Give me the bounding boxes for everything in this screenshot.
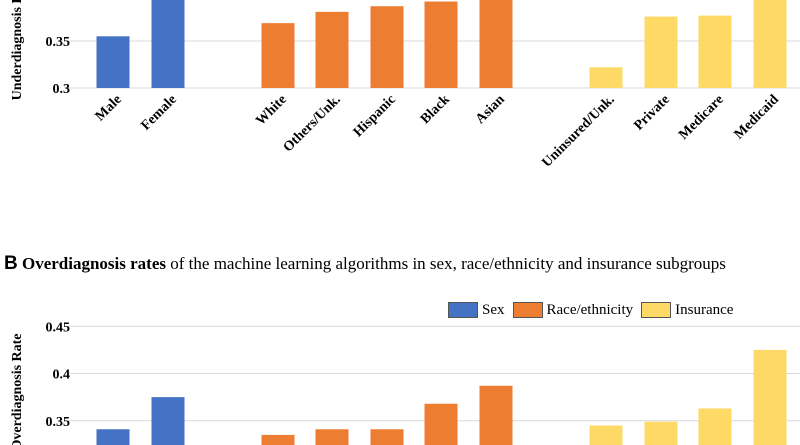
legend-item-sex: Sex [448, 302, 505, 319]
bar-asian [479, 385, 513, 445]
y-tick-label: 0.3 [53, 82, 71, 97]
legend-item-insurance: Insurance [641, 302, 733, 319]
bar-hispanic [370, 429, 404, 445]
y-tick-label: 0.4 [53, 368, 71, 383]
x-category-label: Private [631, 92, 672, 133]
chart-legend: Sex Race/ethnicity Insurance [448, 300, 741, 320]
legend-swatch-insurance [641, 302, 672, 318]
panel-b-overdiagnosis-chart: 0.35 0.4 0.45 Overdiagnosis Rate [10, 320, 800, 445]
bar-hispanic [370, 6, 404, 88]
legend-label-race: Race/ethnicity [546, 301, 634, 318]
legend-swatch-sex [448, 302, 478, 318]
legend-label-insurance: Insurance [675, 301, 734, 318]
x-category-label: Uninsured/Unk. [539, 92, 617, 170]
y-tick-label: 0.35 [46, 35, 71, 50]
x-category-label: Asian [473, 92, 508, 127]
x-category-label: Male [93, 92, 125, 124]
panel-b-caption: B Overdiagnosis rates of the machine lea… [4, 250, 794, 277]
bar-female [151, 397, 185, 445]
bar-asian [479, 0, 513, 88]
bar-medicare [698, 15, 732, 88]
legend-label-sex: Sex [482, 301, 505, 318]
y-axis-label: Underdiagnosis Rate [10, 0, 25, 100]
bar-white [261, 23, 295, 88]
legend-swatch-race [512, 302, 543, 318]
bar-medicaid [753, 0, 787, 88]
panel-a-underdiagnosis-chart: 0.3 0.35 Underdiagnosis Rate Male Female Whit… [10, 0, 800, 171]
y-tick-label: 0.35 [46, 415, 71, 430]
bar-medicaid [753, 349, 787, 445]
legend-item-race: Race/ethnicity [512, 301, 634, 319]
bar-medicare [698, 408, 732, 445]
bar-others-unk- [315, 429, 349, 445]
x-category-label: Female [138, 92, 179, 133]
bar-white [261, 434, 295, 445]
y-tick-label: 0.45 [46, 320, 71, 335]
x-category-label: Medicaid [732, 92, 782, 142]
bar-others-unk- [315, 11, 349, 88]
bar-private [644, 421, 678, 445]
bar-black [424, 403, 458, 445]
bar-male [96, 429, 130, 445]
caption-text: of the machine learning algorithms in se… [166, 254, 726, 273]
x-category-label: Black [418, 92, 453, 127]
bar-black [424, 1, 458, 89]
bar-male [96, 36, 130, 88]
x-category-label: White [253, 92, 289, 128]
x-category-label: Others/Unk. [281, 92, 344, 155]
bar-uninsured-unk- [589, 67, 623, 88]
x-category-label: Hispanic [351, 92, 399, 140]
x-category-label: Medicare [676, 92, 727, 143]
y-axis-label: Overdiagnosis Rate [10, 333, 25, 445]
bar-female [151, 0, 185, 88]
bar-private [644, 16, 678, 89]
panel-letter: B [4, 253, 18, 274]
caption-bold-title: Overdiagnosis rates [21, 254, 167, 273]
bar-uninsured-unk- [589, 425, 623, 445]
